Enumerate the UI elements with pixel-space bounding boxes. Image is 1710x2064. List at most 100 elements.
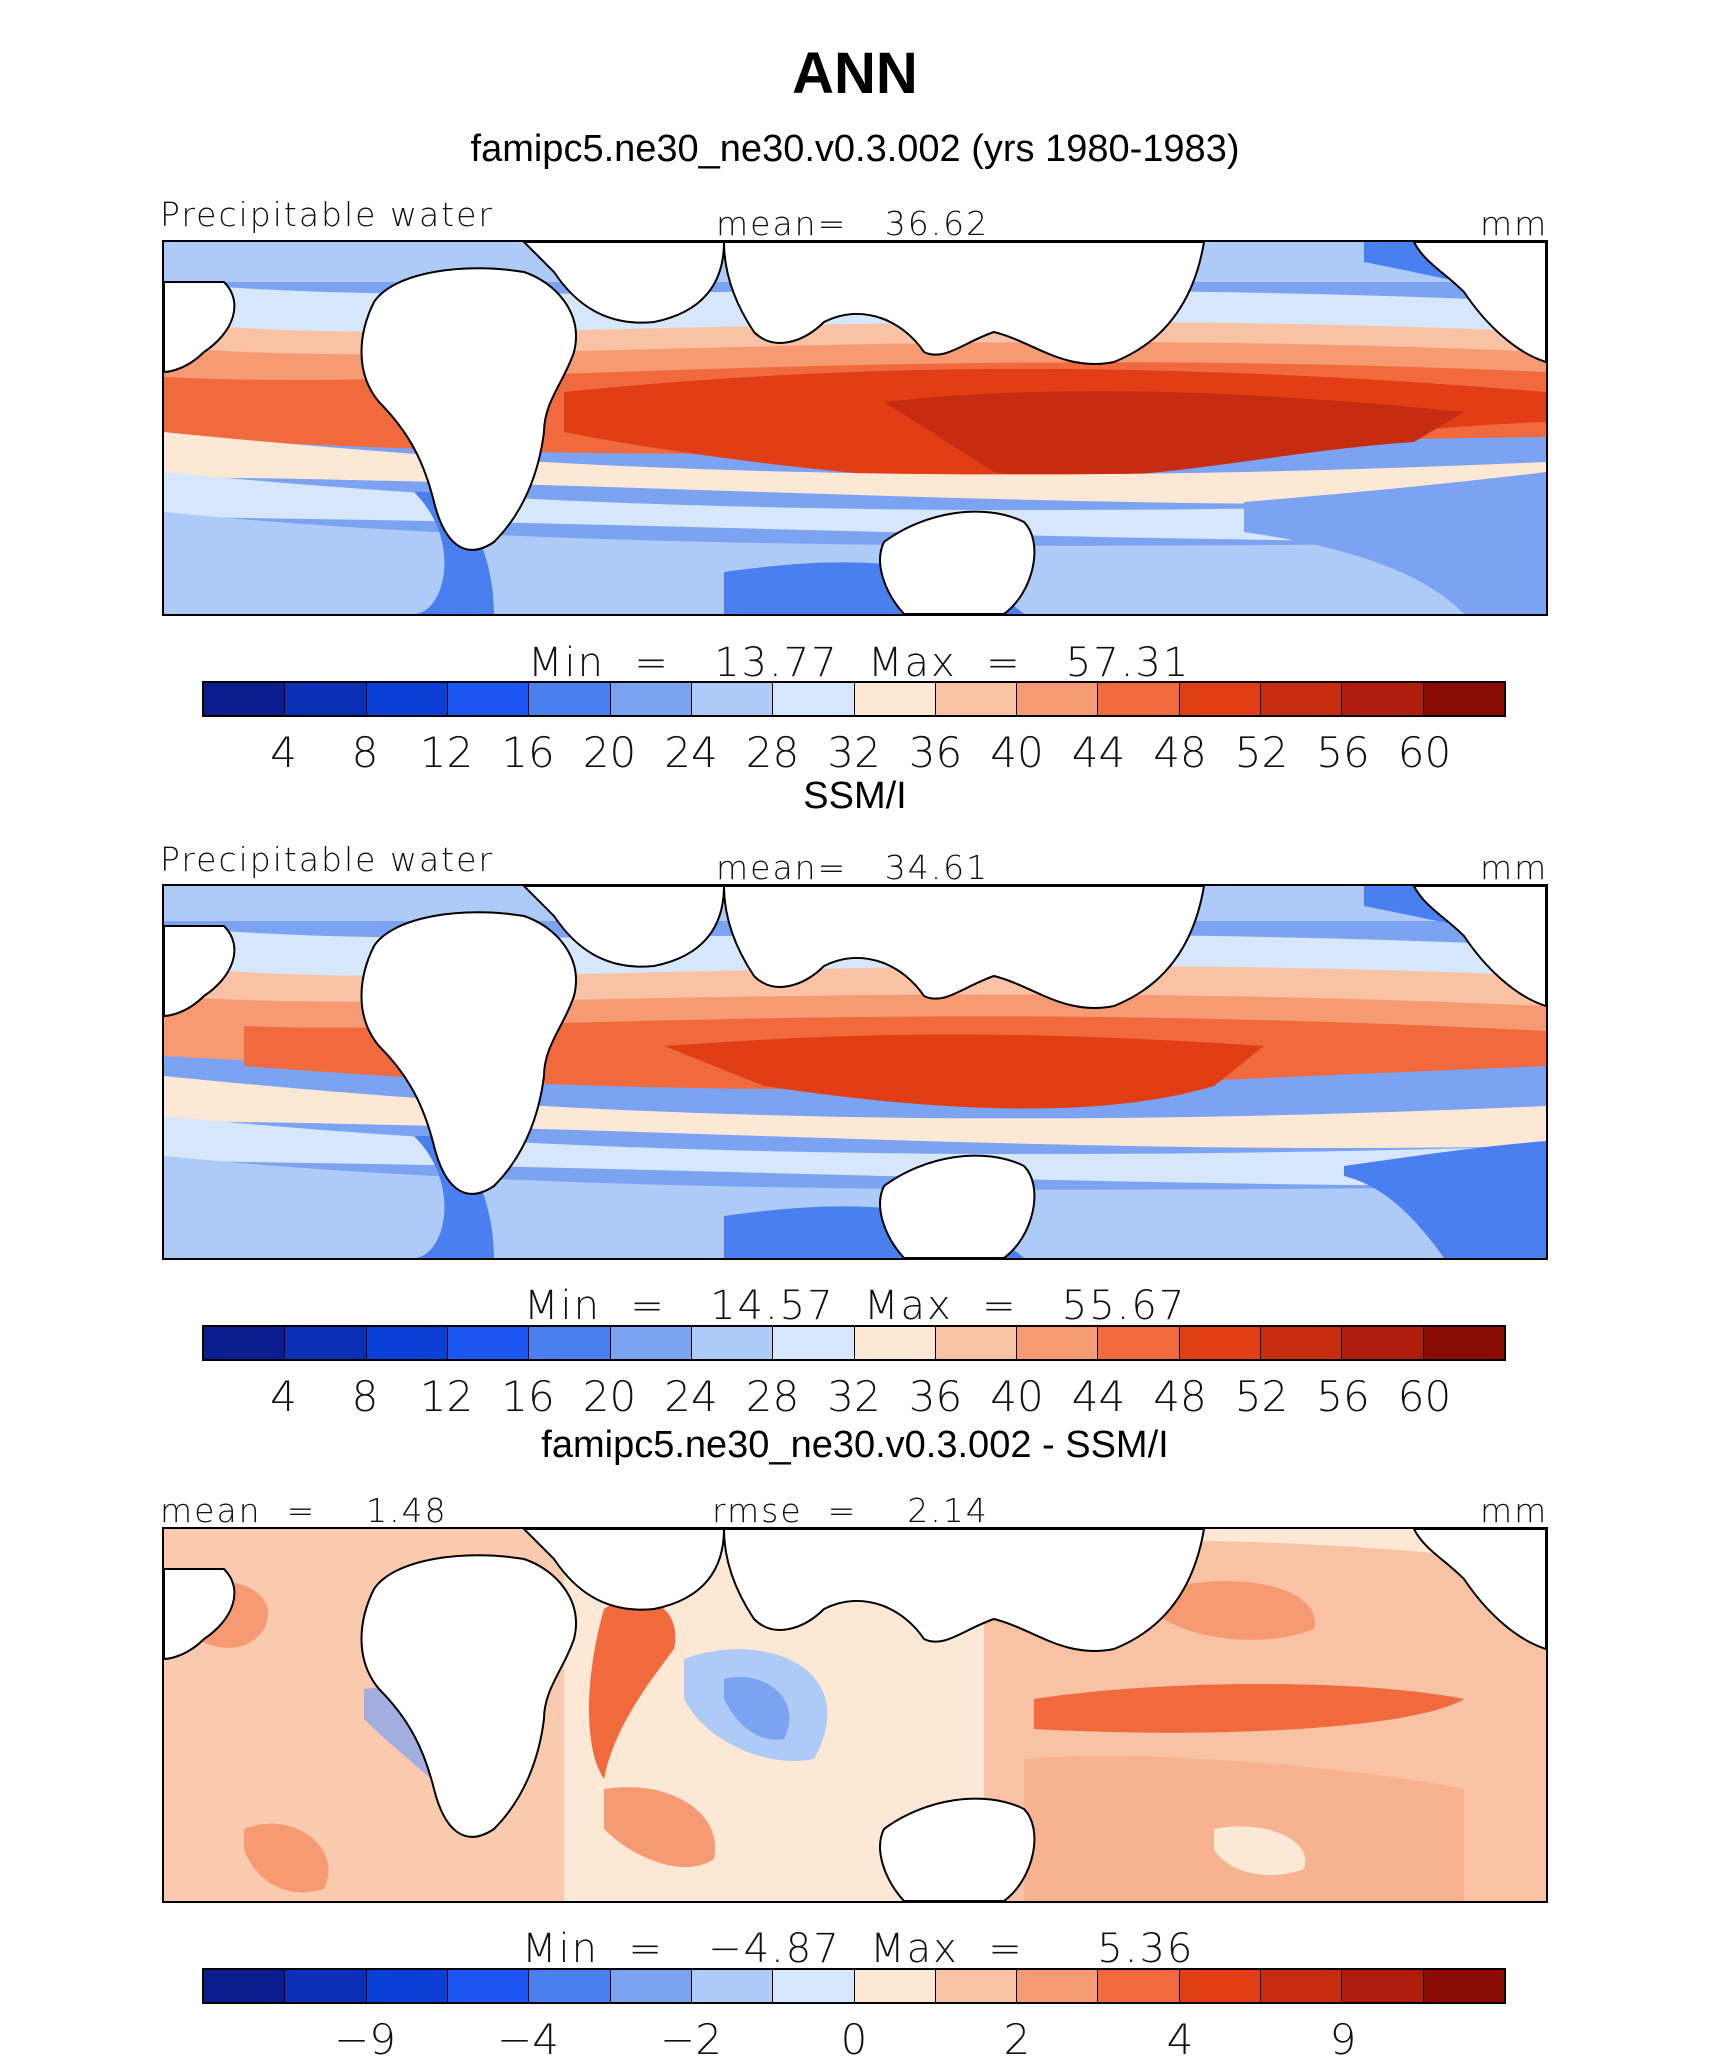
- panel2-units-label: mm: [1480, 848, 1549, 887]
- panel3-land: [164, 1529, 1546, 1901]
- panel1-map: [162, 240, 1548, 616]
- colorbar-swatch: [854, 1970, 936, 2002]
- colorbar-tick-label: 28: [745, 728, 800, 777]
- colorbar-swatch: [610, 1327, 692, 1359]
- colorbar-tick-label: 0: [840, 2015, 868, 2064]
- figure-title: ANN: [792, 41, 918, 106]
- colorbar-tick-label: 40: [990, 1372, 1044, 1421]
- colorbar-tick-label: 20: [582, 728, 637, 777]
- colorbar-tick-label: 36: [908, 728, 963, 777]
- colorbar-swatch: [366, 1970, 448, 2002]
- colorbar-swatch: [691, 683, 774, 715]
- colorbar-swatch: [773, 683, 855, 715]
- colorbar-tick-label: 32: [827, 728, 881, 777]
- panel3-colorbar: [202, 1968, 1506, 2004]
- panel2-colorbar: [202, 1325, 1506, 1361]
- colorbar-tick-label: 8: [351, 728, 379, 777]
- colorbar-tick-label: 4: [270, 1372, 297, 1421]
- colorbar-swatch: [773, 1970, 855, 2002]
- colorbar-tick-label: 8: [351, 1372, 379, 1421]
- colorbar-swatch: [447, 1327, 530, 1359]
- colorbar-tick-label: 52: [1234, 728, 1289, 777]
- colorbar-tick-label: 36: [908, 1372, 963, 1421]
- colorbar-swatch: [1423, 1327, 1504, 1359]
- panel3-map: [162, 1527, 1548, 1903]
- colorbar-swatch: [610, 1970, 692, 2002]
- colorbar-tick-label: −4: [497, 2015, 559, 2064]
- colorbar-tick-label: 52: [1234, 1372, 1289, 1421]
- colorbar-swatch: [1261, 1970, 1343, 2002]
- panel2-mean-label: mean= 34.61: [716, 848, 990, 887]
- colorbar-tick-label: 9: [1329, 2015, 1357, 2064]
- panel3-title: famipc5.ne30_ne30.v0.3.002 - SSM/I: [541, 1424, 1169, 1466]
- colorbar-swatch: [610, 683, 692, 715]
- colorbar-tick-label: 20: [582, 1372, 637, 1421]
- colorbar-tick-label: 56: [1316, 728, 1370, 777]
- panel3-rmse-label: rmse = 2.14: [712, 1491, 989, 1530]
- colorbar-swatch: [691, 1327, 774, 1359]
- colorbar-tick-label: 48: [1153, 1372, 1207, 1421]
- colorbar-swatch: [529, 1970, 611, 2002]
- colorbar-tick-label: 44: [1071, 1372, 1126, 1421]
- colorbar-swatch: [366, 1327, 448, 1359]
- colorbar-swatch: [691, 1970, 774, 2002]
- colorbar-swatch: [1179, 683, 1262, 715]
- colorbar-tick-label: −2: [660, 2015, 722, 2064]
- colorbar-tick-label: 16: [501, 1372, 555, 1421]
- colorbar-swatch: [854, 683, 936, 715]
- colorbar-tick-label: 12: [419, 728, 474, 777]
- colorbar-swatch: [366, 683, 448, 715]
- colorbar-swatch: [1098, 683, 1180, 715]
- colorbar-tick-label: 48: [1153, 728, 1207, 777]
- colorbar-swatch: [773, 1327, 855, 1359]
- panel1-variable-label: Precipitable water: [160, 195, 494, 234]
- colorbar-tick-label: 44: [1071, 728, 1126, 777]
- colorbar-swatch: [1098, 1327, 1180, 1359]
- colorbar-tick-label: −9: [334, 2015, 396, 2064]
- panel3-units-label: mm: [1480, 1491, 1549, 1530]
- colorbar-swatch: [529, 1327, 611, 1359]
- colorbar-tick-label: 40: [990, 728, 1044, 777]
- colorbar-swatch: [1261, 1327, 1343, 1359]
- panel3-minmax: Min = −4.87 Max = 5.36: [522, 1926, 1195, 1972]
- panel2-land: [164, 886, 1546, 1258]
- colorbar-tick-label: 24: [664, 728, 718, 777]
- panel2-variable-label: Precipitable water: [160, 840, 494, 879]
- panel1-minmax: Min = 13.77 Max = 57.31: [528, 640, 1191, 686]
- colorbar-swatch: [1017, 1970, 1099, 2002]
- colorbar-swatch: [935, 1970, 1018, 2002]
- colorbar-tick-label: 56: [1316, 1372, 1370, 1421]
- colorbar-tick-label: 60: [1397, 728, 1452, 777]
- colorbar-tick-label: 24: [664, 1372, 718, 1421]
- colorbar-tick-label: 28: [745, 1372, 800, 1421]
- colorbar-tick-label: 2: [1003, 2015, 1031, 2064]
- panel2-map: [162, 884, 1548, 1260]
- colorbar-swatch: [1017, 683, 1099, 715]
- colorbar-swatch: [1179, 1327, 1262, 1359]
- colorbar-swatch: [529, 683, 611, 715]
- panel3-mean-label: mean = 1.48: [160, 1491, 448, 1530]
- panel1-title: famipc5.ne30_ne30.v0.3.002 (yrs 1980-198…: [470, 128, 1240, 170]
- panel1-field: [164, 242, 1546, 614]
- colorbar-tick-label: 4: [270, 728, 297, 777]
- colorbar-swatch: [935, 683, 1018, 715]
- colorbar-swatch: [285, 1327, 367, 1359]
- colorbar-swatch: [285, 683, 367, 715]
- panel2-minmax: Min = 14.57 Max = 55.67: [524, 1283, 1187, 1329]
- colorbar-swatch: [935, 1327, 1018, 1359]
- colorbar-swatch: [1179, 1970, 1262, 2002]
- colorbar-swatch: [447, 683, 530, 715]
- panel1-colorbar: [202, 681, 1506, 717]
- colorbar-swatch: [1098, 1970, 1180, 2002]
- panel1-land: [164, 242, 1546, 614]
- colorbar-swatch: [1342, 1327, 1424, 1359]
- colorbar-tick-label: 4: [1166, 2015, 1194, 2064]
- colorbar-swatch: [1342, 1970, 1424, 2002]
- colorbar-swatch: [447, 1970, 530, 2002]
- colorbar-swatch: [204, 1970, 286, 2002]
- colorbar-swatch: [1261, 683, 1343, 715]
- panel1-mean-label: mean= 36.62: [716, 204, 990, 243]
- colorbar-swatch: [1423, 683, 1504, 715]
- colorbar-swatch: [854, 1327, 936, 1359]
- colorbar-swatch: [285, 1970, 367, 2002]
